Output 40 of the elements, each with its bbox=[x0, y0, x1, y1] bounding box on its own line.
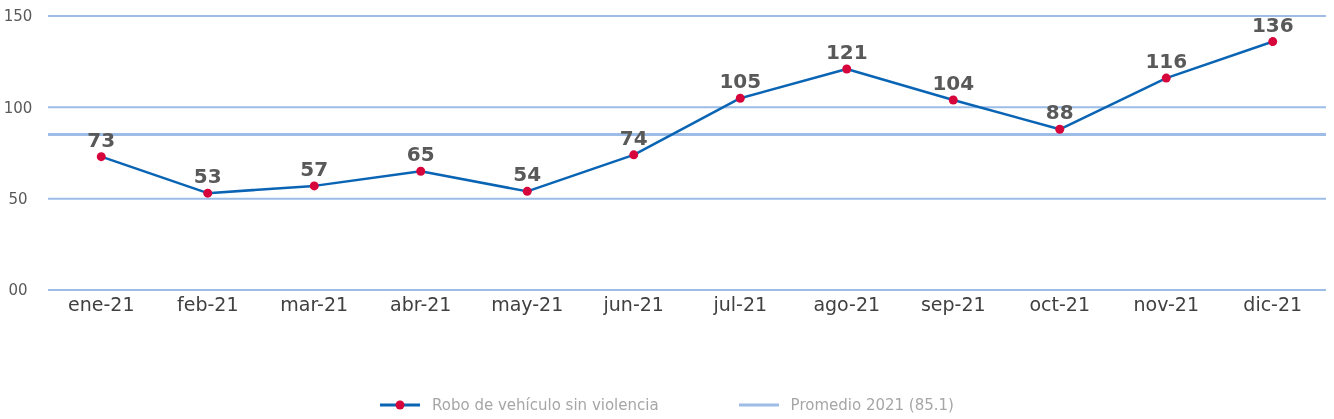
point bbox=[1268, 37, 1278, 47]
data-label: 54 bbox=[513, 162, 542, 187]
point bbox=[1055, 124, 1065, 134]
point bbox=[522, 186, 532, 196]
point bbox=[203, 188, 213, 198]
y-tick-label: 00 bbox=[8, 281, 28, 300]
y-tick-label: 100 bbox=[3, 98, 33, 117]
x-tick-label: abr-21 bbox=[390, 293, 452, 316]
data-label: 121 bbox=[825, 39, 868, 64]
point bbox=[416, 166, 426, 176]
data-label: 116 bbox=[1145, 49, 1188, 74]
point bbox=[309, 181, 319, 191]
x-tick-label: ago-21 bbox=[813, 293, 881, 316]
point bbox=[735, 93, 745, 103]
x-tick-label: dic-21 bbox=[1243, 293, 1303, 316]
x-tick-label: jul-21 bbox=[712, 293, 768, 316]
y-tick-label: 150 bbox=[3, 7, 33, 26]
x-tick-label: mar-21 bbox=[280, 293, 349, 316]
x-tick-label: sep-21 bbox=[920, 293, 986, 316]
x-tick-label: jun-21 bbox=[602, 293, 664, 316]
data-label: 88 bbox=[1045, 100, 1074, 125]
point bbox=[96, 152, 106, 162]
data-label: 65 bbox=[406, 142, 435, 167]
x-tick-label: oct-21 bbox=[1029, 293, 1091, 316]
x-tick-label: may-21 bbox=[491, 293, 564, 316]
x-tick-label: nov-21 bbox=[1133, 293, 1199, 316]
legend-label: Promedio 2021 (85.1) bbox=[790, 396, 954, 414]
legend-label: Robo de vehículo sin violencia bbox=[432, 396, 659, 414]
data-label: 57 bbox=[300, 156, 329, 181]
y-tick-label: 50 bbox=[8, 189, 28, 208]
x-tick-label: feb-21 bbox=[177, 293, 239, 316]
data-label: 136 bbox=[1251, 12, 1294, 37]
point bbox=[629, 150, 639, 160]
point bbox=[1161, 73, 1171, 83]
point bbox=[948, 95, 958, 105]
data-label: 104 bbox=[932, 71, 975, 96]
x-tick-label: ene-21 bbox=[68, 293, 135, 316]
data-label: 53 bbox=[193, 164, 222, 189]
point bbox=[842, 64, 852, 74]
data-label: 105 bbox=[719, 69, 762, 94]
